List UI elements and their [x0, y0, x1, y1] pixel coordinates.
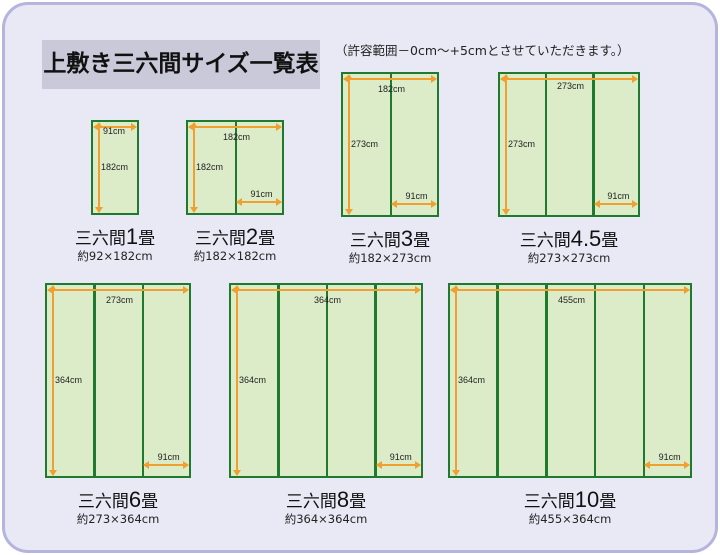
mat-size: 約182×182cm — [193, 249, 277, 263]
width-label: 273cm — [557, 81, 585, 91]
mat-name-suffix: 畳 — [349, 492, 367, 512]
panel-width-arrow — [644, 461, 690, 469]
panel-divider — [141, 285, 145, 476]
tolerance-note: （許容範囲－0cm～+5cmとさせていただきます。） — [335, 43, 630, 58]
panel-width-label: 91cm — [389, 452, 412, 462]
panel-divider — [545, 285, 548, 476]
mat-name-suffix: 畳 — [141, 492, 159, 512]
mat-name-prefix: 三六間 — [285, 492, 337, 512]
height-arrow — [49, 285, 57, 476]
mat-name: 三六間2畳 — [165, 224, 305, 250]
mat-name-prefix: 三六間 — [519, 231, 571, 251]
panel-width-label: 91cm — [658, 452, 681, 462]
mat-count: 6 — [128, 487, 142, 512]
mat-name-prefix: 三六間 — [194, 229, 246, 249]
mat-count: 1 — [125, 224, 139, 249]
mat-name: 三六間3畳 — [320, 226, 460, 252]
panel-width-label: 91cm — [250, 189, 273, 199]
mat-size: 約92×182cm — [77, 249, 153, 263]
panel-width-label: 91cm — [607, 191, 630, 201]
page-title: 上敷き三六間サイズ一覧表 — [43, 51, 319, 77]
mat-count: 4.5 — [570, 226, 602, 251]
mat-count: 10 — [574, 487, 600, 512]
width-label: 182cm — [223, 132, 251, 142]
mat-name-suffix: 畳 — [601, 231, 619, 251]
panel-divider — [374, 285, 377, 476]
title-box: 上敷き三六間サイズ一覧表 — [42, 40, 320, 89]
panel-width-arrow — [375, 461, 421, 469]
height-arrow — [95, 122, 103, 213]
panel-divider — [389, 74, 392, 215]
width-arrow — [231, 286, 421, 294]
mat-name-suffix: 畳 — [599, 492, 617, 512]
mat-name-prefix: 三六間 — [77, 492, 129, 512]
tatami-mat — [45, 283, 191, 478]
tatami-mat — [229, 283, 423, 478]
height-label: 182cm — [196, 161, 224, 172]
width-label: 455cm — [558, 295, 586, 305]
panel-divider — [234, 122, 237, 213]
panel-divider — [93, 285, 96, 476]
mat-name-suffix: 畳 — [413, 231, 431, 251]
height-arrow — [502, 74, 510, 215]
panel-width-arrow — [236, 198, 282, 206]
height-label: 364cm — [239, 374, 267, 385]
mat-count: 2 — [245, 224, 259, 249]
panel-width-label: 91cm — [405, 191, 428, 201]
panel-divider — [593, 285, 597, 476]
height-label: 364cm — [55, 374, 83, 385]
mat-size: 約364×364cm — [284, 512, 368, 526]
panel-divider — [496, 285, 499, 476]
height-arrow — [345, 74, 353, 215]
mat-count: 3 — [400, 226, 414, 251]
width-label: 364cm — [314, 295, 342, 305]
height-label: 182cm — [101, 161, 129, 172]
mat-name-prefix: 三六間 — [523, 492, 575, 512]
panel-width-label: 91cm — [157, 452, 180, 462]
panel-divider — [277, 285, 280, 476]
height-arrow — [190, 122, 198, 213]
width-label: 273cm — [106, 295, 134, 305]
mat-name: 三六間6畳 — [48, 487, 188, 513]
mat-name: 三六間4.5畳 — [499, 226, 639, 252]
tatami-mat — [448, 283, 692, 478]
height-label: 364cm — [458, 374, 486, 385]
panel-width-arrow — [593, 200, 639, 208]
height-arrow — [233, 285, 241, 476]
height-label: 273cm — [351, 138, 379, 149]
mat-name-suffix: 畳 — [138, 229, 156, 249]
panel-width-arrow — [143, 461, 189, 469]
mat-size: 約182×273cm — [348, 251, 432, 265]
panel-width-arrow — [391, 200, 437, 208]
width-label: 91cm — [103, 126, 126, 136]
tatami-mat — [186, 120, 284, 215]
width-arrow — [343, 75, 437, 83]
mat-size: 約455×364cm — [528, 512, 612, 526]
height-arrow — [452, 285, 460, 476]
mat-name: 三六間10畳 — [500, 487, 640, 513]
width-arrow — [450, 286, 690, 294]
mat-name: 三六間1畳 — [45, 224, 185, 250]
mat-size: 約273×273cm — [527, 251, 611, 265]
panel-divider — [592, 74, 595, 215]
width-arrow — [188, 123, 282, 131]
mat-name-prefix: 三六間 — [349, 231, 401, 251]
width-label: 182cm — [378, 84, 406, 94]
height-label: 273cm — [508, 138, 536, 149]
mat-count: 8 — [336, 487, 350, 512]
mat-size: 約273×364cm — [76, 512, 160, 526]
panel-divider — [325, 285, 328, 476]
tatami-mat — [341, 72, 439, 217]
width-arrow — [500, 75, 638, 83]
panel-divider — [642, 285, 646, 476]
mat-name-suffix: 畳 — [258, 229, 276, 249]
panel-divider — [544, 74, 548, 215]
width-arrow — [47, 286, 189, 294]
mat-name-prefix: 三六間 — [74, 229, 126, 249]
mat-name: 三六間8畳 — [256, 487, 396, 513]
tatami-mat — [498, 72, 640, 217]
